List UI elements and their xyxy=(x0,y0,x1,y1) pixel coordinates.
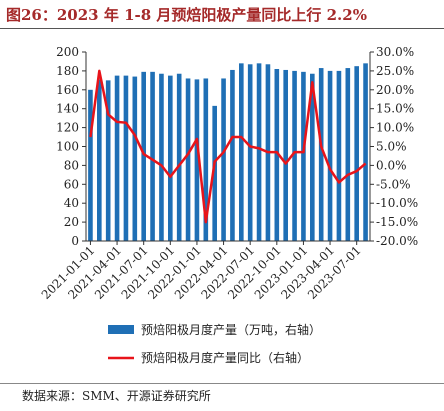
bar xyxy=(105,80,111,241)
legend-bar-label: 预焙阳极月度产量（万吨，右轴） xyxy=(141,322,321,337)
bar xyxy=(239,63,244,242)
bar xyxy=(221,78,226,242)
chart-title: 图26：2023 年 1-8 月预焙阳极产量同比上行 2.2% xyxy=(6,6,367,24)
bar xyxy=(283,69,288,241)
bar xyxy=(363,63,368,242)
right-tick-label: 15.0% xyxy=(376,102,414,116)
bar xyxy=(256,63,262,242)
left-tick-label: 60 xyxy=(64,177,79,191)
x-axis-ticks: 2021-01-012021-04-012021-07-012021-10-01… xyxy=(39,241,364,302)
bar xyxy=(159,73,164,241)
legend-line-label: 预焙阳极月度产量同比（右轴） xyxy=(141,350,309,365)
chart: 0 20 40 60 80 100 120 140 160 180 200 -20.0% -15.0%… xyxy=(39,45,418,365)
left-tick-label: 160 xyxy=(56,83,79,97)
bar xyxy=(354,66,359,241)
bar xyxy=(212,105,217,242)
bar xyxy=(123,75,129,241)
bar xyxy=(185,78,191,242)
source-note: 数据来源：SMM、开源证券研究所 xyxy=(22,389,211,403)
bar xyxy=(114,75,120,241)
bar xyxy=(194,79,200,241)
right-tick-label: 20.0% xyxy=(376,83,414,97)
left-tick-label: 120 xyxy=(56,121,79,135)
bar xyxy=(150,71,155,241)
right-tick-label: 25.0% xyxy=(376,64,414,78)
bar xyxy=(274,69,280,241)
bar xyxy=(327,70,333,242)
left-tick-label: 180 xyxy=(56,64,79,78)
legend: 预焙阳极月度产量（万吨，右轴） 预焙阳极月度产量同比（右轴） xyxy=(108,322,321,365)
bar xyxy=(292,70,297,242)
bar xyxy=(301,71,306,241)
right-tick-label: 5.0% xyxy=(376,140,407,154)
right-tick-label: 0.0% xyxy=(376,158,407,172)
right-tick-label: -20.0% xyxy=(376,234,418,248)
left-tick-label: 200 xyxy=(56,45,79,59)
right-tick-label: -10.0% xyxy=(376,196,418,210)
left-tick-label: 80 xyxy=(64,158,79,172)
bar xyxy=(310,73,315,241)
left-tick-label: 40 xyxy=(64,196,79,210)
bar xyxy=(230,69,235,241)
title-rule xyxy=(0,28,444,29)
left-tick-label: 20 xyxy=(64,215,79,229)
bar xyxy=(247,64,253,241)
legend-bar-swatch xyxy=(108,325,134,334)
left-tick-label: 0 xyxy=(71,234,79,248)
bar xyxy=(336,70,342,242)
bar-series xyxy=(88,63,368,242)
right-axis-ticks: -20.0% -15.0% -10.0% -5.0% 0.0% 5.0% 10.0% 15.0… xyxy=(370,45,418,248)
right-tick-label: -15.0% xyxy=(376,215,418,229)
right-tick-label: 10.0% xyxy=(376,121,414,135)
left-axis-ticks: 0 20 40 60 80 100 120 140 160 180 200 xyxy=(56,45,86,248)
bar xyxy=(141,71,146,241)
bar xyxy=(203,78,209,242)
bar xyxy=(132,76,138,241)
bar xyxy=(176,73,182,241)
yoy-line xyxy=(89,69,367,224)
right-tick-label: 30.0% xyxy=(376,45,414,59)
right-tick-label: -5.0% xyxy=(376,177,411,191)
line-series xyxy=(89,69,367,224)
bar xyxy=(318,68,324,241)
bar xyxy=(88,89,93,241)
bar xyxy=(345,68,351,241)
source-rule xyxy=(0,383,444,384)
left-tick-label: 100 xyxy=(56,140,79,154)
left-tick-label: 140 xyxy=(56,102,79,116)
bar xyxy=(168,75,173,241)
bar xyxy=(97,79,102,241)
